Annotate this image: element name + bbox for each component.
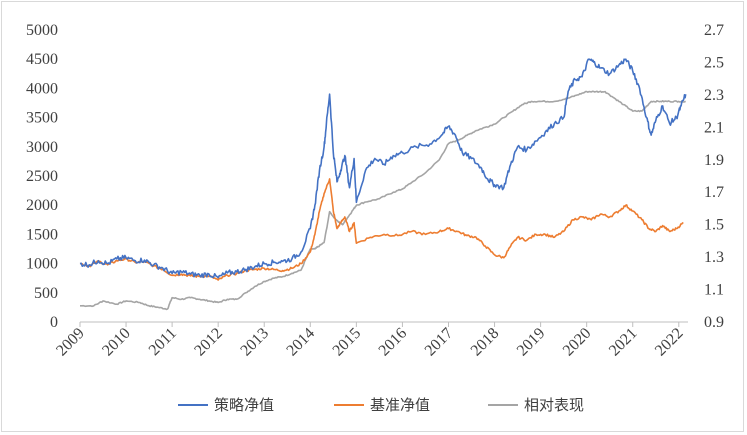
y-left-tick-label: 500 (34, 285, 58, 302)
series-line (80, 90, 686, 311)
x-tick-label: 2015 (330, 325, 365, 360)
y-right-tick-label: 2.3 (704, 87, 724, 104)
y-left-tick-label: 2500 (26, 168, 58, 185)
y-right-tick-label: 0.9 (704, 314, 724, 331)
y-right-tick-label: 1.9 (704, 152, 724, 169)
x-tick-label: 2014 (283, 325, 318, 360)
x-axis: 2009 2010 2011 2012 2013 2014 2015 2016 2017 2018… (53, 321, 688, 360)
y-left-tick-labels: 0 500 1000 1500 2000 2500 3000 3500 4000 4500 5000 (26, 22, 58, 331)
y-left-tick-label: 0 (50, 314, 58, 331)
y-right-tick-label: 2.5 (704, 54, 724, 71)
x-tick-label: 2022 (652, 325, 687, 360)
x-tick-label: 2010 (99, 325, 134, 360)
legend-label: 基准净值 (370, 396, 430, 414)
y-right-tick-label: 1.1 (704, 282, 724, 299)
x-tick-label: 2011 (146, 325, 180, 359)
series-lines (79, 58, 687, 311)
x-tick-label: 2019 (514, 325, 549, 360)
y-right-tick-label: 2.7 (704, 22, 724, 39)
x-tick-label: 2012 (191, 325, 226, 360)
legend-label: 相对表现 (524, 396, 584, 414)
x-tick-label: 2016 (376, 325, 411, 360)
x-tick-label: 2009 (53, 325, 88, 360)
y-left-tick-label: 3500 (26, 110, 58, 127)
y-left-tick-label: 5000 (26, 22, 58, 39)
x-tick-label: 2021 (606, 325, 641, 360)
y-left-tick-label: 4500 (26, 51, 58, 68)
y-left-tick-label: 4000 (26, 80, 58, 97)
y-left-tick-label: 1000 (26, 256, 58, 273)
y-left-tick-label: 2000 (26, 197, 58, 214)
x-tick-label: 2018 (468, 325, 503, 360)
x-tick-label: 2020 (560, 325, 595, 360)
y-left-tick-label: 3000 (26, 139, 58, 156)
y-right-tick-label: 1.7 (704, 184, 724, 201)
series-line (79, 178, 684, 281)
legend: 策略净值 基准净值 相对表现 (178, 396, 584, 414)
y-left-tick-label: 1500 (26, 226, 58, 243)
x-tick-label: 2013 (237, 325, 272, 360)
y-right-tick-label: 2.1 (704, 119, 724, 136)
y-right-tick-label: 1.5 (704, 217, 724, 234)
y-right-tick-label: 1.3 (704, 249, 724, 266)
legend-label: 策略净值 (214, 396, 274, 414)
y-right-tick-labels: 0.9 1.1 1.3 1.5 1.7 1.9 2.1 2.3 2.5 2.7 (704, 22, 724, 331)
series-line (79, 58, 687, 279)
x-tick-label: 2017 (422, 325, 457, 360)
